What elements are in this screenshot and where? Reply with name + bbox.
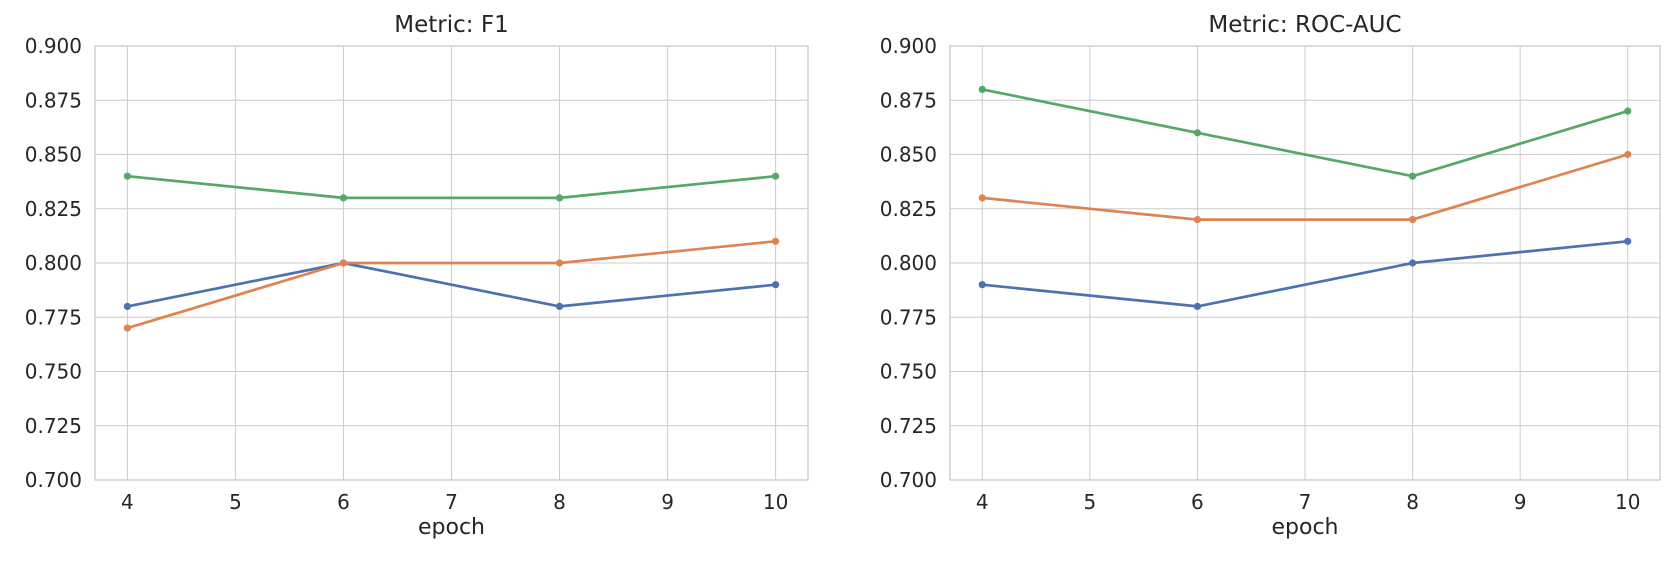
- series-marker-blue: [978, 281, 986, 289]
- x-tick-label: 9: [1514, 490, 1527, 514]
- series-marker-orange: [123, 324, 132, 332]
- series-marker-green: [1408, 172, 1417, 180]
- y-tick-label: 0.775: [880, 305, 937, 329]
- y-tick-label: 0.725: [25, 414, 82, 438]
- y-tick-label: 0.850: [25, 143, 82, 167]
- chart-title-roc-auc: Metric: ROC-AUC: [1208, 12, 1402, 38]
- series-line-orange: [127, 239, 776, 330]
- x-tick-label: 8: [553, 490, 566, 514]
- series-marker-orange: [771, 237, 780, 245]
- x-tick-label: 8: [1406, 490, 1419, 514]
- series-marker-blue: [123, 302, 132, 310]
- y-tick-label: 0.825: [25, 197, 82, 221]
- line-chart-f1: 4 5 6 7 8 9 10 0.700 0.725 0.750 0.775 0.800 0.825 0.…: [25, 34, 809, 514]
- series-marker-green: [771, 172, 780, 180]
- plot-border: [94, 45, 809, 481]
- y-tick-label: 0.900: [25, 34, 82, 58]
- series-marker-green: [339, 194, 348, 202]
- x-tick-label: 6: [337, 490, 350, 514]
- series-marker-blue: [555, 302, 564, 310]
- chart-panel-roc-auc: Metric: ROC-AUC 4 5 6 7 8 9 10 0.700 0.725 0.750 0…: [836, 0, 1673, 565]
- series-marker-orange: [1193, 216, 1202, 224]
- series-marker-blue: [1408, 259, 1417, 267]
- y-tick-label: 0.825: [880, 197, 937, 221]
- plot-border: [949, 45, 1661, 481]
- y-tick-label: 0.750: [880, 360, 937, 384]
- series-marker-orange: [1408, 216, 1417, 224]
- x-tick-label: 5: [229, 490, 242, 514]
- series-marker-green: [555, 194, 564, 202]
- y-tick-label: 0.700: [880, 468, 937, 492]
- series-marker-orange: [339, 259, 348, 267]
- y-tick-label: 0.850: [880, 143, 937, 167]
- chart-panel-f1: Metric: F1 4 5 6 7 8 9 10 0.700 0.725 0.750 0.775 0…: [0, 0, 836, 565]
- x-tick-label: 5: [1083, 490, 1096, 514]
- y-tick-label: 0.775: [25, 305, 82, 329]
- series-marker-blue: [1624, 237, 1632, 245]
- x-tick-label: 4: [976, 490, 989, 514]
- y-tick-label: 0.900: [880, 34, 937, 58]
- series-marker-green: [1193, 129, 1202, 137]
- series-marker-blue: [1193, 302, 1202, 310]
- series-marker-green: [1624, 107, 1632, 115]
- y-tick-label: 0.875: [880, 88, 937, 112]
- series-line-blue: [127, 261, 776, 308]
- series-marker-orange: [555, 259, 564, 267]
- series-line-green: [982, 88, 1629, 178]
- series-marker-blue: [771, 281, 780, 289]
- series-marker-green: [123, 172, 132, 180]
- y-tick-label: 0.875: [25, 88, 82, 112]
- series-marker-orange: [1624, 150, 1632, 159]
- chart-title-f1: Metric: F1: [394, 12, 509, 38]
- x-tick-label: 10: [1615, 490, 1640, 514]
- x-axis-label-f1: epoch: [418, 515, 485, 540]
- x-tick-label: 7: [445, 490, 458, 514]
- x-tick-label: 7: [1299, 490, 1312, 514]
- y-tick-label: 0.750: [25, 360, 82, 384]
- x-tick-label: 6: [1191, 490, 1204, 514]
- y-tick-label: 0.725: [880, 414, 937, 438]
- series-line-orange: [982, 153, 1629, 221]
- y-tick-label: 0.800: [880, 251, 937, 275]
- series-line-green: [127, 174, 776, 200]
- series-line-blue: [982, 239, 1628, 308]
- y-tick-label: 0.800: [25, 251, 82, 275]
- line-chart-roc-auc: 4 5 6 7 8 9 10 0.700 0.725 0.750 0.775 0.800 0.825 0.…: [880, 34, 1661, 514]
- x-axis-label-roc-auc: epoch: [1271, 515, 1339, 540]
- series-marker-green: [978, 85, 986, 93]
- x-tick-label: 10: [763, 490, 788, 514]
- series-marker-orange: [978, 194, 986, 202]
- x-tick-label: 9: [661, 490, 674, 514]
- y-tick-label: 0.700: [25, 468, 82, 492]
- x-tick-label: 4: [121, 490, 134, 514]
